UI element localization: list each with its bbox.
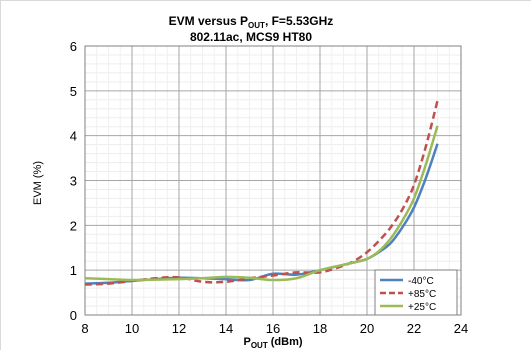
grid-layer <box>84 45 462 316</box>
series-line-plus85 <box>84 100 439 286</box>
xlabel-main: P <box>243 336 250 348</box>
title-main: EVM versus P <box>169 14 248 28</box>
y-tick-label: 6 <box>70 39 77 54</box>
legend: -40°C +85°C +25°C <box>374 269 458 316</box>
xlabel-rest: (dBm) <box>268 336 303 348</box>
x-tick-label: 8 <box>81 321 88 336</box>
series-layer <box>84 100 439 286</box>
x-tick-label: 18 <box>313 321 327 336</box>
chart-title-line1: EVM versus POUT, F=5.53GHz <box>169 14 334 30</box>
y-tick-label: 4 <box>70 129 77 144</box>
x-tick-label: 20 <box>360 321 374 336</box>
chart-title-line2: 802.11ac, MCS9 HT80 <box>190 30 312 44</box>
y-tick-label: 3 <box>70 174 77 189</box>
title-subscript: OUT <box>248 21 265 30</box>
y-tick-label: 1 <box>70 263 77 278</box>
x-tick-label: 14 <box>219 321 233 336</box>
title-rest: , F=5.53GHz <box>265 14 333 28</box>
y-tick-label: 5 <box>70 84 77 99</box>
x-tick-label: 22 <box>407 321 421 336</box>
y-tick-label: 2 <box>70 218 77 233</box>
legend-label-minus40: -40°C <box>408 276 434 287</box>
x-tick-label: 24 <box>454 321 468 336</box>
x-tick-label: 12 <box>172 321 186 336</box>
y-axis-label: EVM (%) <box>32 161 44 205</box>
legend-label-plus25: +25°C <box>408 302 436 313</box>
x-tick-label: 10 <box>125 321 139 336</box>
y-tick-label: 0 <box>70 308 77 323</box>
legend-box <box>374 269 458 316</box>
legend-label-plus85: +85°C <box>408 289 436 300</box>
x-tick-label: 16 <box>266 321 280 336</box>
x-axis-label: POUT (dBm) <box>243 336 302 350</box>
xlabel-subscript: OUT <box>251 341 268 350</box>
series-line-plus25 <box>84 125 439 282</box>
plot-area-border <box>84 45 462 316</box>
